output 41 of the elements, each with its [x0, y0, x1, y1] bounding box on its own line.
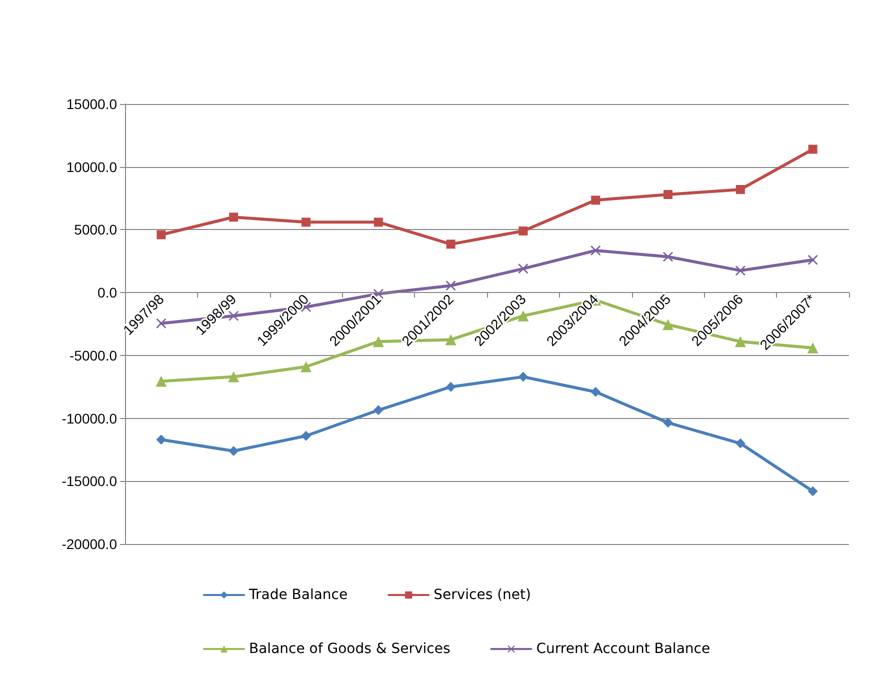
point — [735, 438, 746, 448]
y-tick-label: -5000.0 — [70, 347, 118, 364]
point — [518, 226, 528, 236]
point — [663, 418, 673, 428]
point — [591, 196, 600, 205]
y-tick-label: 5000.0 — [74, 222, 118, 238]
point — [518, 372, 528, 382]
legend-label: Balance of Goods & Services — [249, 641, 450, 657]
point — [808, 254, 818, 265]
point — [302, 218, 310, 227]
point — [518, 264, 528, 274]
legend-label: Trade Balance — [248, 587, 348, 603]
point — [156, 230, 166, 240]
point — [446, 382, 456, 392]
y-tick-label: -20000.0 — [62, 536, 118, 552]
point — [156, 376, 167, 387]
legend-label: Services (net) — [434, 587, 532, 603]
point — [374, 218, 383, 227]
point — [228, 446, 239, 456]
point — [446, 240, 456, 249]
y-tick-label: -10000.0 — [62, 410, 118, 426]
y-tick-label: -15000.0 — [62, 473, 118, 490]
y-tick-label: 15000.0 — [66, 96, 118, 112]
point — [156, 434, 166, 445]
point — [229, 212, 238, 222]
point — [300, 361, 312, 372]
point — [373, 405, 384, 416]
point — [663, 252, 673, 262]
point — [228, 371, 240, 382]
legend-label: Current Account Balance — [536, 641, 710, 657]
point — [590, 245, 601, 256]
point — [736, 184, 745, 194]
point — [808, 144, 818, 154]
point — [664, 190, 672, 200]
y-tick-label: 10000.0 — [66, 158, 118, 175]
point — [590, 386, 601, 397]
point — [808, 486, 818, 496]
y-tick-label: 0.0 — [98, 284, 118, 301]
point — [301, 430, 311, 441]
point — [735, 266, 746, 276]
point — [446, 280, 456, 291]
